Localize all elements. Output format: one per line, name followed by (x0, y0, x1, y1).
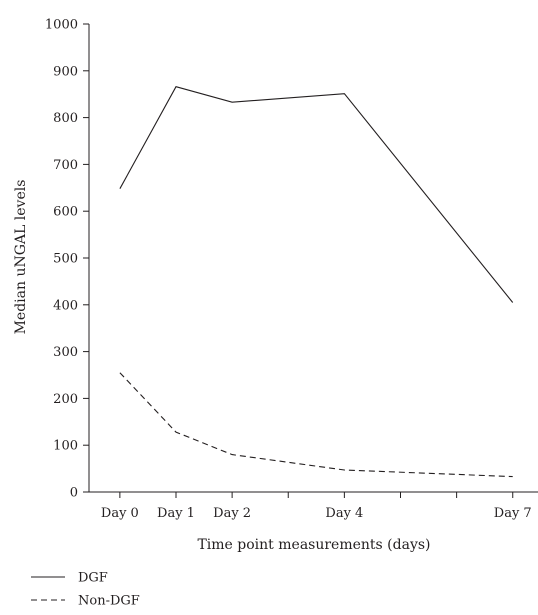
y-tick-label: 500 (53, 252, 78, 267)
x-tick-label: Day 2 (213, 506, 251, 521)
x-tick-label: Day 7 (494, 506, 532, 521)
x-axis-title: Time point measurements (days) (197, 537, 430, 553)
y-axis-title: Median uNGAL levels (13, 180, 29, 335)
x-tick-label: Day 4 (325, 506, 363, 521)
series-line-non-dgf (119, 372, 513, 478)
legend-label: Non-DGF (78, 594, 140, 609)
axes: 0 100 200 300 400 500 600 700 800 900 1000 Day 0 Day… (45, 18, 538, 521)
y-tick-label: 600 (53, 205, 78, 220)
y-tick-label: 700 (53, 158, 78, 173)
y-tick-label: 900 (53, 64, 78, 79)
series-line-dgf (119, 86, 514, 303)
x-tick-label: Day 0 (101, 506, 139, 521)
y-tick-label: 0 (70, 486, 78, 501)
series-layer (119, 86, 514, 478)
legend-label: DGF (78, 571, 108, 586)
y-tick-label: 800 (53, 111, 78, 126)
legend: DGF Non-DGF (31, 571, 140, 609)
y-tick-label: 300 (53, 345, 78, 360)
y-tick-label: 200 (53, 392, 78, 407)
x-tick-label: Day 1 (157, 506, 195, 521)
y-tick-label: 100 (53, 439, 78, 454)
y-tick-label: 1000 (45, 18, 78, 33)
y-tick-label: 400 (53, 298, 78, 313)
